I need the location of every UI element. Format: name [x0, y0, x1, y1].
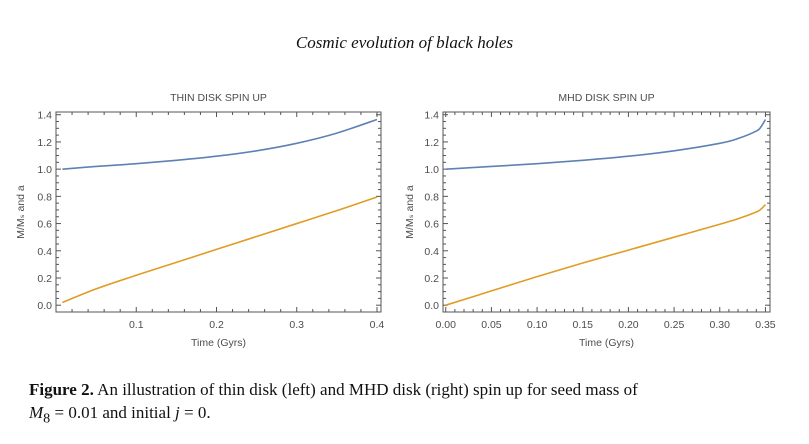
y-tick-label: 0.2 [37, 273, 52, 285]
x-tick-label: 0.35 [755, 319, 776, 331]
y-tick-label: 1.4 [37, 110, 52, 122]
y-tick-label: 0.2 [424, 273, 439, 285]
x-tick-label: 0.30 [710, 319, 731, 331]
x-tick-label: 0.4 [370, 319, 385, 331]
plot-frame [55, 111, 382, 313]
y-axis-label: M/Mₛ and a [404, 185, 416, 239]
caption-mass-subscript: 8 [43, 410, 51, 427]
x-axis-label: Time (Gyrs) [191, 337, 246, 349]
x-tick-label: 0.3 [289, 319, 304, 331]
caption-text: An illustration of thin disk (left) and … [93, 380, 638, 399]
y-tick-label: 0.4 [424, 246, 439, 258]
y-tick-label: 1.2 [424, 137, 439, 149]
y-tick-label: 0.0 [424, 300, 439, 312]
y-tick-label: 1.4 [424, 110, 439, 122]
series-spin-line [62, 196, 378, 304]
y-tick-label: 0.0 [37, 300, 52, 312]
caption-j-symbol: j [175, 403, 180, 422]
series-spin-line [445, 203, 767, 306]
chart-title: THIN DISK SPIN UP [170, 92, 267, 104]
x-tick-label: 0.1 [129, 319, 144, 331]
figure-panels: THIN DISK SPIN UP 0.0 0.2 0.4 0.6 0.8 1.0 1.2 1.… [15, 92, 776, 349]
y-axis-label: M/Mₛ and a [15, 185, 27, 239]
plot-frame [442, 111, 771, 313]
series-mass-line [62, 118, 378, 170]
series-mass-line [445, 119, 767, 170]
caption-mass-symbol: M [29, 403, 44, 422]
chart-mhd-disk: MHD DISK SPIN UP 0.0 0.2 0.4 0.6 0.8 1.0 1.2 1.4… [404, 92, 776, 349]
figure-caption: Figure 2. An illustration of thin disk (… [29, 378, 789, 430]
x-tick-label: 0.15 [573, 319, 594, 331]
chart-thin-disk: THIN DISK SPIN UP 0.0 0.2 0.4 0.6 0.8 1.0 1.2 1.… [15, 92, 384, 349]
y-tick-label: 0.6 [37, 219, 52, 231]
caption-mass-value: = 0.01 and initial [50, 403, 176, 422]
x-tick-label: 0.10 [527, 319, 548, 331]
running-head: Cosmic evolution of black holes [295, 33, 514, 52]
y-tick-label: 0.8 [424, 191, 439, 203]
x-tick-label: 0.05 [481, 319, 502, 331]
x-tick-label: 0.25 [664, 319, 685, 331]
y-tick-label: 0.6 [424, 219, 439, 231]
x-axis-label: Time (Gyrs) [579, 337, 634, 349]
x-tick-label: 0.00 [436, 319, 457, 331]
caption-end: = 0. [179, 403, 211, 422]
y-tick-label: 1.0 [37, 164, 52, 176]
x-tick-label: 0.20 [618, 319, 639, 331]
chart-title: MHD DISK SPIN UP [558, 92, 654, 104]
caption-label: Figure 2. [29, 380, 94, 399]
y-tick-label: 0.4 [37, 246, 52, 258]
y-tick-label: 1.0 [424, 164, 439, 176]
x-tick-label: 0.2 [209, 319, 224, 331]
y-tick-label: 1.2 [37, 137, 52, 149]
y-tick-label: 0.8 [37, 191, 52, 203]
